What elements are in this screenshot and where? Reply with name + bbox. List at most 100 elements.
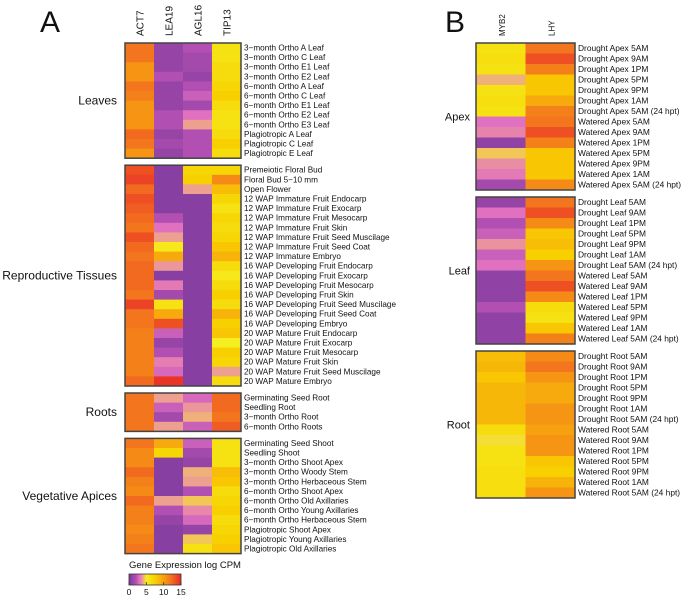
heatmap-cell bbox=[525, 456, 576, 467]
heatmap-cell bbox=[212, 448, 242, 458]
heatmap-cell bbox=[183, 290, 213, 300]
heatmap-cell bbox=[183, 476, 213, 487]
row-label: Drought Leaf 5AM bbox=[578, 197, 646, 207]
heatmap-cell bbox=[183, 338, 213, 348]
heatmap-cell bbox=[212, 119, 242, 130]
row-label: 6−month Ortho C Leaf bbox=[244, 91, 326, 100]
row-label: Watered Leaf 9PM bbox=[578, 313, 648, 323]
heatmap-cell bbox=[154, 261, 184, 272]
heatmap-cell bbox=[154, 203, 184, 214]
heatmap-cell bbox=[525, 53, 576, 65]
heatmap-cell bbox=[476, 414, 526, 425]
heatmap-cell bbox=[212, 242, 242, 252]
row-label: Watered Root 5PM bbox=[578, 456, 649, 466]
heatmap-cell bbox=[154, 139, 184, 149]
heatmap-cell bbox=[125, 129, 155, 140]
heatmap-cell bbox=[183, 467, 213, 478]
heatmap-cell bbox=[476, 85, 526, 96]
heatmap-cell bbox=[212, 203, 242, 214]
heatmap-cell bbox=[525, 466, 576, 478]
row-label: 12 WAP Immature Fruit Seed Muscilage bbox=[244, 233, 390, 242]
heatmap-cell bbox=[212, 544, 242, 554]
heatmap-cell bbox=[125, 165, 155, 176]
heatmap-cell bbox=[212, 91, 242, 101]
heatmap-cell bbox=[183, 309, 213, 320]
row-label: Plagiotropic C Leaf bbox=[244, 139, 314, 148]
heatmap-cell bbox=[125, 376, 155, 387]
heatmap-cell bbox=[476, 403, 526, 415]
heatmap-cell bbox=[183, 402, 213, 413]
heatmap-cell bbox=[125, 393, 155, 403]
heatmap-cell bbox=[476, 435, 526, 446]
heatmap-cell bbox=[525, 312, 576, 324]
heatmap-cell bbox=[476, 239, 526, 250]
heatmap-cell bbox=[212, 148, 242, 159]
heatmap-cell bbox=[476, 333, 526, 345]
heatmap-cell bbox=[525, 158, 576, 170]
heatmap-cell bbox=[154, 318, 184, 329]
group-label: Apex bbox=[445, 112, 471, 124]
row-label: Seedling Shoot bbox=[244, 448, 300, 457]
row-label: Plagiotropic A Leaf bbox=[244, 130, 313, 139]
heatmap-cell bbox=[125, 139, 155, 149]
legend-colorbar bbox=[128, 573, 182, 586]
heatmap-cell bbox=[476, 466, 526, 478]
group-label: Root bbox=[447, 420, 470, 432]
heatmap-cell bbox=[525, 137, 576, 149]
heatmap-cell bbox=[525, 281, 576, 292]
row-label: 16 WAP Developing Fruit Endocarp bbox=[244, 262, 373, 271]
heatmap-cell bbox=[212, 270, 242, 281]
row-label: Drought Leaf 1AM bbox=[578, 250, 646, 260]
heatmap-cell bbox=[154, 71, 184, 82]
heatmap-cell bbox=[212, 52, 242, 63]
column-header-lhy: LHY bbox=[547, 20, 556, 36]
heatmap-cell bbox=[125, 412, 155, 423]
heatmap-cell bbox=[125, 62, 155, 73]
row-label: Germinating Seed Shoot bbox=[244, 439, 334, 448]
heatmap-cell bbox=[212, 318, 242, 329]
heatmap-cell bbox=[125, 366, 155, 377]
row-label: Drought Apex 5PM bbox=[578, 75, 648, 85]
heatmap-cell bbox=[183, 242, 213, 252]
row-label: Watered Apex 5PM bbox=[578, 148, 650, 158]
heatmap-cell bbox=[525, 323, 576, 334]
heatmap-cell bbox=[476, 487, 526, 499]
heatmap-cell bbox=[183, 213, 213, 224]
heatmap-cell bbox=[183, 110, 213, 121]
heatmap-cell bbox=[212, 376, 242, 387]
heatmap-cell bbox=[476, 351, 526, 362]
heatmap-cell bbox=[125, 91, 155, 101]
group-label: Vegetative Apices bbox=[22, 489, 117, 503]
heatmap-cell bbox=[183, 357, 213, 368]
heatmap-cell bbox=[476, 372, 526, 383]
row-label: 6−month Ortho E3 Leaf bbox=[244, 120, 330, 129]
heatmap-cell bbox=[212, 393, 242, 403]
row-label: 20 WAP Mature Fruit Skin bbox=[244, 358, 339, 367]
heatmap-cell bbox=[212, 100, 242, 111]
heatmap-cell bbox=[212, 184, 242, 195]
row-label: Watered Root 5AM bbox=[578, 425, 649, 435]
heatmap-cell bbox=[212, 366, 242, 377]
heatmap-cell bbox=[476, 64, 526, 75]
heatmap-cell bbox=[212, 71, 242, 82]
heatmap-cell bbox=[183, 486, 213, 497]
heatmap-cell bbox=[476, 74, 526, 86]
heatmap-cell bbox=[212, 505, 242, 516]
row-label: Plagiotropic Young Axillaries bbox=[244, 535, 346, 544]
heatmap-cell bbox=[154, 524, 184, 535]
heatmap-cell bbox=[125, 544, 155, 554]
heatmap-cell bbox=[212, 402, 242, 413]
row-label: Drought Root 5PM bbox=[578, 383, 647, 393]
heatmap-cell bbox=[125, 486, 155, 497]
row-label: Plagiotropic Old Axillaries bbox=[244, 544, 336, 553]
heatmap-cell bbox=[125, 515, 155, 526]
row-label: Drought Leaf 5AM (24 hpt) bbox=[578, 260, 677, 270]
panel-a-label: A bbox=[40, 6, 60, 39]
heatmap-cell bbox=[125, 338, 155, 348]
heatmap-cell bbox=[125, 476, 155, 487]
heatmap-cell bbox=[212, 524, 242, 535]
heatmap-cell bbox=[154, 110, 184, 121]
heatmap-cell bbox=[125, 110, 155, 121]
heatmap-cell bbox=[212, 213, 242, 224]
heatmap-cell bbox=[125, 347, 155, 358]
